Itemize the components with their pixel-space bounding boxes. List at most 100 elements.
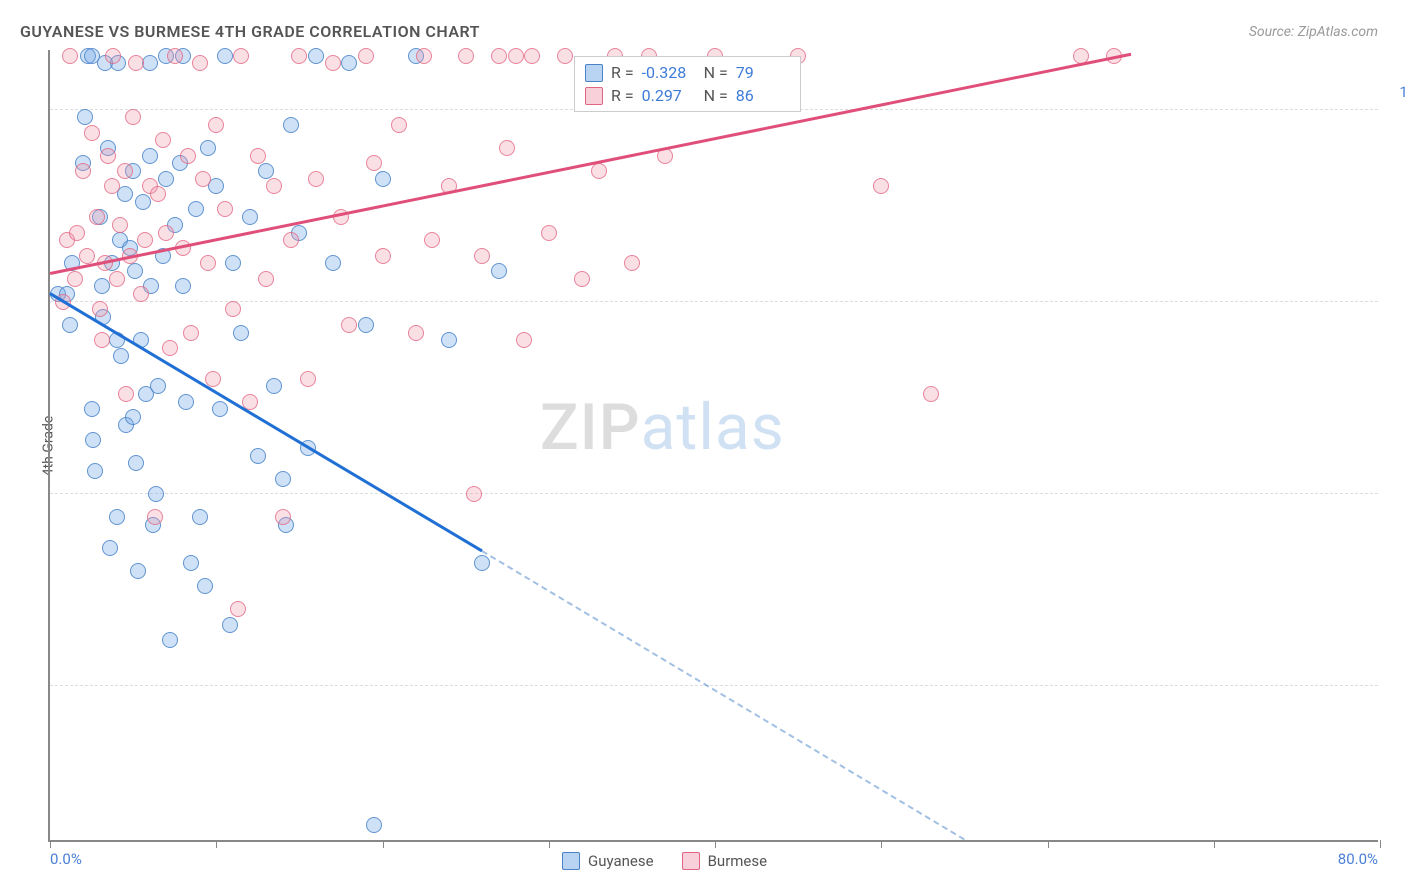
data-point xyxy=(150,378,166,394)
data-point xyxy=(195,171,211,187)
x-tick xyxy=(383,840,384,848)
data-point xyxy=(85,432,101,448)
data-point xyxy=(375,248,391,264)
y-tick-label: 100.0% xyxy=(1399,83,1406,101)
data-point xyxy=(87,463,103,479)
data-point xyxy=(102,540,118,556)
legend-swatch xyxy=(682,852,700,870)
data-point xyxy=(524,48,540,64)
data-point xyxy=(197,578,213,594)
data-point xyxy=(283,232,299,248)
data-point xyxy=(258,163,274,179)
data-point xyxy=(183,325,199,341)
correlation-legend: R =-0.328N =79R =0.297N =86 xyxy=(574,56,801,112)
x-tick xyxy=(549,840,550,848)
legend-label: Burmese xyxy=(708,852,768,870)
data-point xyxy=(192,55,208,71)
data-point xyxy=(200,140,216,156)
data-point xyxy=(125,409,141,425)
data-point xyxy=(183,555,199,571)
data-point xyxy=(225,301,241,317)
data-point xyxy=(205,371,221,387)
data-point xyxy=(84,401,100,417)
data-point xyxy=(92,301,108,317)
data-point xyxy=(266,378,282,394)
data-point xyxy=(283,117,299,133)
data-point xyxy=(69,225,85,241)
data-point xyxy=(474,555,490,571)
data-point xyxy=(873,178,889,194)
data-point xyxy=(192,509,208,525)
data-point xyxy=(266,178,282,194)
source-label: Source: ZipAtlas.com xyxy=(1249,24,1378,40)
data-point xyxy=(175,278,191,294)
data-point xyxy=(105,48,121,64)
data-point xyxy=(150,186,166,202)
data-point xyxy=(109,271,125,287)
data-point xyxy=(233,325,249,341)
data-point xyxy=(147,509,163,525)
data-point xyxy=(162,340,178,356)
data-point xyxy=(250,148,266,164)
gridline xyxy=(50,301,1378,302)
x-tick xyxy=(1048,840,1049,848)
data-point xyxy=(308,48,324,64)
trend-line xyxy=(482,550,965,840)
data-point xyxy=(230,601,246,617)
data-point xyxy=(137,232,153,248)
data-point xyxy=(77,109,93,125)
data-point xyxy=(424,232,440,248)
data-point xyxy=(118,386,134,402)
data-point xyxy=(325,55,341,71)
data-point xyxy=(180,148,196,164)
legend-label: Guyanese xyxy=(588,852,654,870)
data-point xyxy=(217,48,233,64)
data-point xyxy=(158,171,174,187)
data-point xyxy=(275,509,291,525)
data-point xyxy=(258,271,274,287)
data-point xyxy=(291,48,307,64)
data-point xyxy=(341,55,357,71)
x-tick xyxy=(50,840,51,848)
watermark: ZIPatlas xyxy=(540,390,785,465)
gridline xyxy=(50,685,1378,686)
data-point xyxy=(135,194,151,210)
data-point xyxy=(375,171,391,187)
data-point xyxy=(624,255,640,271)
data-point xyxy=(466,486,482,502)
data-point xyxy=(167,48,183,64)
data-point xyxy=(591,163,607,179)
legend-swatch xyxy=(562,852,580,870)
data-point xyxy=(416,48,432,64)
data-point xyxy=(127,263,143,279)
data-point xyxy=(158,225,174,241)
data-point xyxy=(104,178,120,194)
data-point xyxy=(128,455,144,471)
data-point xyxy=(341,317,357,333)
data-point xyxy=(200,255,216,271)
x-tick xyxy=(715,840,716,848)
data-point xyxy=(162,632,178,648)
data-point xyxy=(408,325,424,341)
data-point xyxy=(62,317,78,333)
data-point xyxy=(391,117,407,133)
data-point xyxy=(94,278,110,294)
data-point xyxy=(67,271,83,287)
data-point xyxy=(217,201,233,217)
data-point xyxy=(250,448,266,464)
data-point xyxy=(148,486,164,502)
x-tick xyxy=(881,840,882,848)
data-point xyxy=(358,317,374,333)
data-point xyxy=(222,617,238,633)
data-point xyxy=(458,48,474,64)
data-point xyxy=(112,217,128,233)
data-point xyxy=(178,394,194,410)
data-point xyxy=(130,563,146,579)
data-point xyxy=(125,109,141,125)
data-point xyxy=(133,286,149,302)
data-point xyxy=(128,55,144,71)
x-tick xyxy=(1214,840,1215,848)
legend-swatch xyxy=(585,87,603,105)
data-point xyxy=(117,163,133,179)
chart-title: GUYANESE VS BURMESE 4TH GRADE CORRELATIO… xyxy=(20,22,480,41)
